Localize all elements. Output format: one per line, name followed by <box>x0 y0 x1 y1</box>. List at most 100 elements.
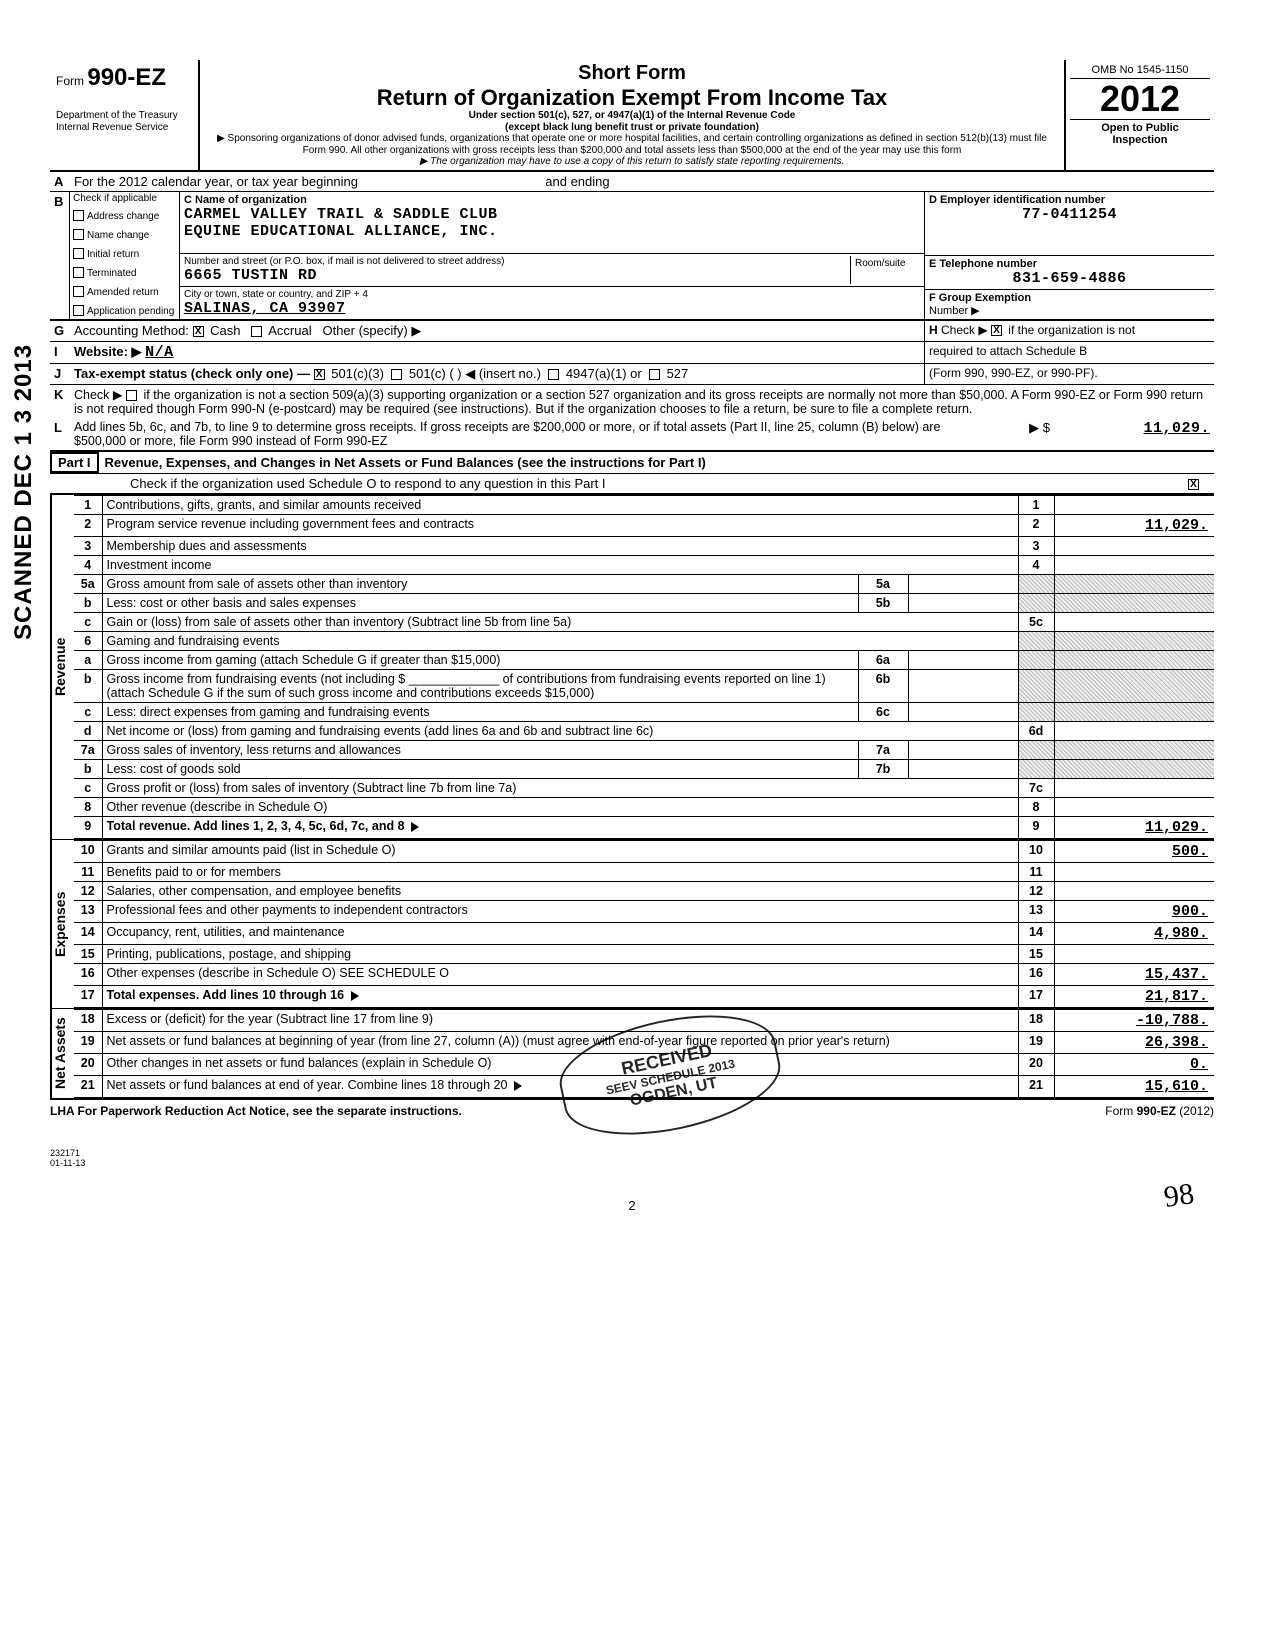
chk-accrual[interactable] <box>251 326 262 337</box>
chk-initial-return[interactable] <box>73 248 84 259</box>
line-19-text: Net assets or fund balances at beginning… <box>102 1031 1018 1053</box>
form-number: 990-EZ <box>87 64 166 91</box>
line-6a-text: Gross income from gaming (attach Schedul… <box>102 650 858 669</box>
line-7b-text: Less: cost of goods sold <box>102 759 858 778</box>
arrow-icon <box>514 1081 522 1091</box>
tax-exempt-label: Tax-exempt status (check only one) — <box>74 366 310 381</box>
chk-cash[interactable]: X <box>193 326 204 337</box>
chk-501c3[interactable]: X <box>314 369 325 380</box>
lbl-other-specify: Other (specify) ▶ <box>322 323 421 338</box>
line-2-text: Program service revenue including govern… <box>102 514 1018 536</box>
part-1-title: Revenue, Expenses, and Changes in Net As… <box>99 455 706 470</box>
accounting-label: Accounting Method: <box>74 323 189 338</box>
page-number: 2 <box>50 1198 1214 1213</box>
lbl-address-change: Address change <box>87 211 159 222</box>
line-2-value: 11,029. <box>1054 514 1214 536</box>
line-17-text: Total expenses. Add lines 10 through 16 <box>107 988 345 1002</box>
line-20-text: Other changes in net assets or fund bala… <box>102 1053 1018 1075</box>
arrow-icon <box>411 822 419 832</box>
line-5a-text: Gross amount from sale of assets other t… <box>102 574 858 593</box>
title-short-form: Short Form <box>208 62 1056 85</box>
form-label: Form <box>56 74 84 88</box>
line-6-text: Gaming and fundraising events <box>102 631 1018 650</box>
arrow-icon <box>351 991 359 1001</box>
chk-schedule-o[interactable]: X <box>1188 479 1199 490</box>
expenses-side-label: Expenses <box>50 840 74 1008</box>
lbl-cash: Cash <box>210 323 240 338</box>
line-6b-text: Gross income from fundraising events (no… <box>102 669 858 702</box>
line-8-text: Other revenue (describe in Schedule O) <box>102 797 1018 816</box>
footer: LHA For Paperwork Reduction Act Notice, … <box>50 1104 1214 1118</box>
lbl-insert-no: ) ◀ (insert no.) <box>457 366 541 381</box>
line-13-value: 900. <box>1054 900 1214 922</box>
line-9-text: Total revenue. Add lines 1, 2, 3, 4, 5c,… <box>107 819 405 833</box>
revenue-section: Revenue 1Contributions, gifts, grants, a… <box>50 494 1214 839</box>
line-19-value: 26,398. <box>1054 1031 1214 1053</box>
website-value: N/A <box>145 344 174 361</box>
line-k: K Check ▶ if the organization is not a s… <box>50 385 1214 418</box>
chk-4947[interactable] <box>548 369 559 380</box>
line-15-text: Printing, publications, postage, and shi… <box>102 944 1018 963</box>
chk-amended[interactable] <box>73 286 84 297</box>
footer-code: 232171 01-11-13 <box>50 1148 1214 1168</box>
open-public-1: Open to Public <box>1070 122 1210 134</box>
lbl-4947: 4947(a)(1) or <box>566 366 642 381</box>
line-6a-box: 6a <box>858 650 908 669</box>
phone-value: 831-659-4886 <box>929 270 1210 287</box>
chk-app-pending[interactable] <box>73 305 84 316</box>
line-k-check-label: Check ▶ <box>74 388 123 402</box>
dept-line-1: Department of the Treasury <box>56 110 192 122</box>
line-9-value: 11,029. <box>1054 816 1214 838</box>
line-5b-box: 5b <box>858 593 908 612</box>
line-a: A For the 2012 calendar year, or tax yea… <box>50 172 1214 192</box>
line-5c-text: Gain or (loss) from sale of assets other… <box>102 612 1018 631</box>
lbl-501c: 501(c) ( <box>409 366 454 381</box>
chk-terminated[interactable] <box>73 267 84 278</box>
line-h-text-2: required to attach Schedule B <box>924 342 1214 363</box>
line-j: J Tax-exempt status (check only one) — X… <box>50 364 1214 385</box>
chk-address-change[interactable] <box>73 210 84 221</box>
subtitle-4: ▶ The organization may have to use a cop… <box>208 156 1056 168</box>
line-10-value: 500. <box>1054 840 1214 862</box>
form-header: Form 990-EZ Department of the Treasury I… <box>50 60 1214 172</box>
line-11-text: Benefits paid to or for members <box>102 862 1018 881</box>
line-14-text: Occupancy, rent, utilities, and maintena… <box>102 922 1018 944</box>
lbl-app-pending: Application pending <box>87 306 174 317</box>
chk-sched-b[interactable]: X <box>991 325 1002 336</box>
line-18-value: -10,788. <box>1054 1009 1214 1031</box>
line-5a-box: 5a <box>858 574 908 593</box>
chk-line-k[interactable] <box>126 390 137 401</box>
subtitle-2: (except black lung benefit trust or priv… <box>208 122 1056 134</box>
line-a-ending: and ending <box>545 174 609 189</box>
revenue-table: 1Contributions, gifts, grants, and simil… <box>74 495 1214 839</box>
entity-block: B Check if applicable Address change Nam… <box>50 192 1214 321</box>
line-10-text: Grants and similar amounts paid (list in… <box>102 840 1018 862</box>
line-h-text-1: if the organization is not <box>1008 323 1135 337</box>
line-14-value: 4,980. <box>1054 922 1214 944</box>
lbl-terminated: Terminated <box>87 268 136 279</box>
form-id-footer: Form 990-EZ (2012) <box>1105 1104 1214 1118</box>
open-public-2: Inspection <box>1070 134 1210 146</box>
part-1-check-row: Check if the organization used Schedule … <box>50 474 1214 494</box>
subtitle-1: Under section 501(c), 527, or 4947(a)(1)… <box>208 110 1056 122</box>
line-6b-box: 6b <box>858 669 908 702</box>
chk-name-change[interactable] <box>73 229 84 240</box>
scanned-stamp: SCANNED DEC 1 3 2013 <box>10 344 38 640</box>
line-20-value: 0. <box>1054 1053 1214 1075</box>
line-17-value: 21,817. <box>1054 985 1214 1007</box>
line-5b-text: Less: cost or other basis and sales expe… <box>102 593 858 612</box>
revenue-side-label: Revenue <box>50 495 74 839</box>
lha-notice: LHA For Paperwork Reduction Act Notice, … <box>50 1104 462 1118</box>
line-7a-text: Gross sales of inventory, less returns a… <box>102 740 858 759</box>
chk-527[interactable] <box>649 369 660 380</box>
line-k-text: if the organization is not a section 509… <box>74 388 1203 416</box>
chk-501c[interactable] <box>391 369 402 380</box>
part-1-header: Part I Revenue, Expenses, and Changes in… <box>50 450 1214 474</box>
line-7a-box: 7a <box>858 740 908 759</box>
line-6c-box: 6c <box>858 702 908 721</box>
addr-header: Number and street (or P.O. box, if mail … <box>184 256 850 267</box>
line-16-text: Other expenses (describe in Schedule O) … <box>102 963 1018 985</box>
line-13-text: Professional fees and other payments to … <box>102 900 1018 922</box>
omb-number: OMB No 1545-1150 <box>1070 64 1210 79</box>
lbl-name-change: Name change <box>87 230 149 241</box>
